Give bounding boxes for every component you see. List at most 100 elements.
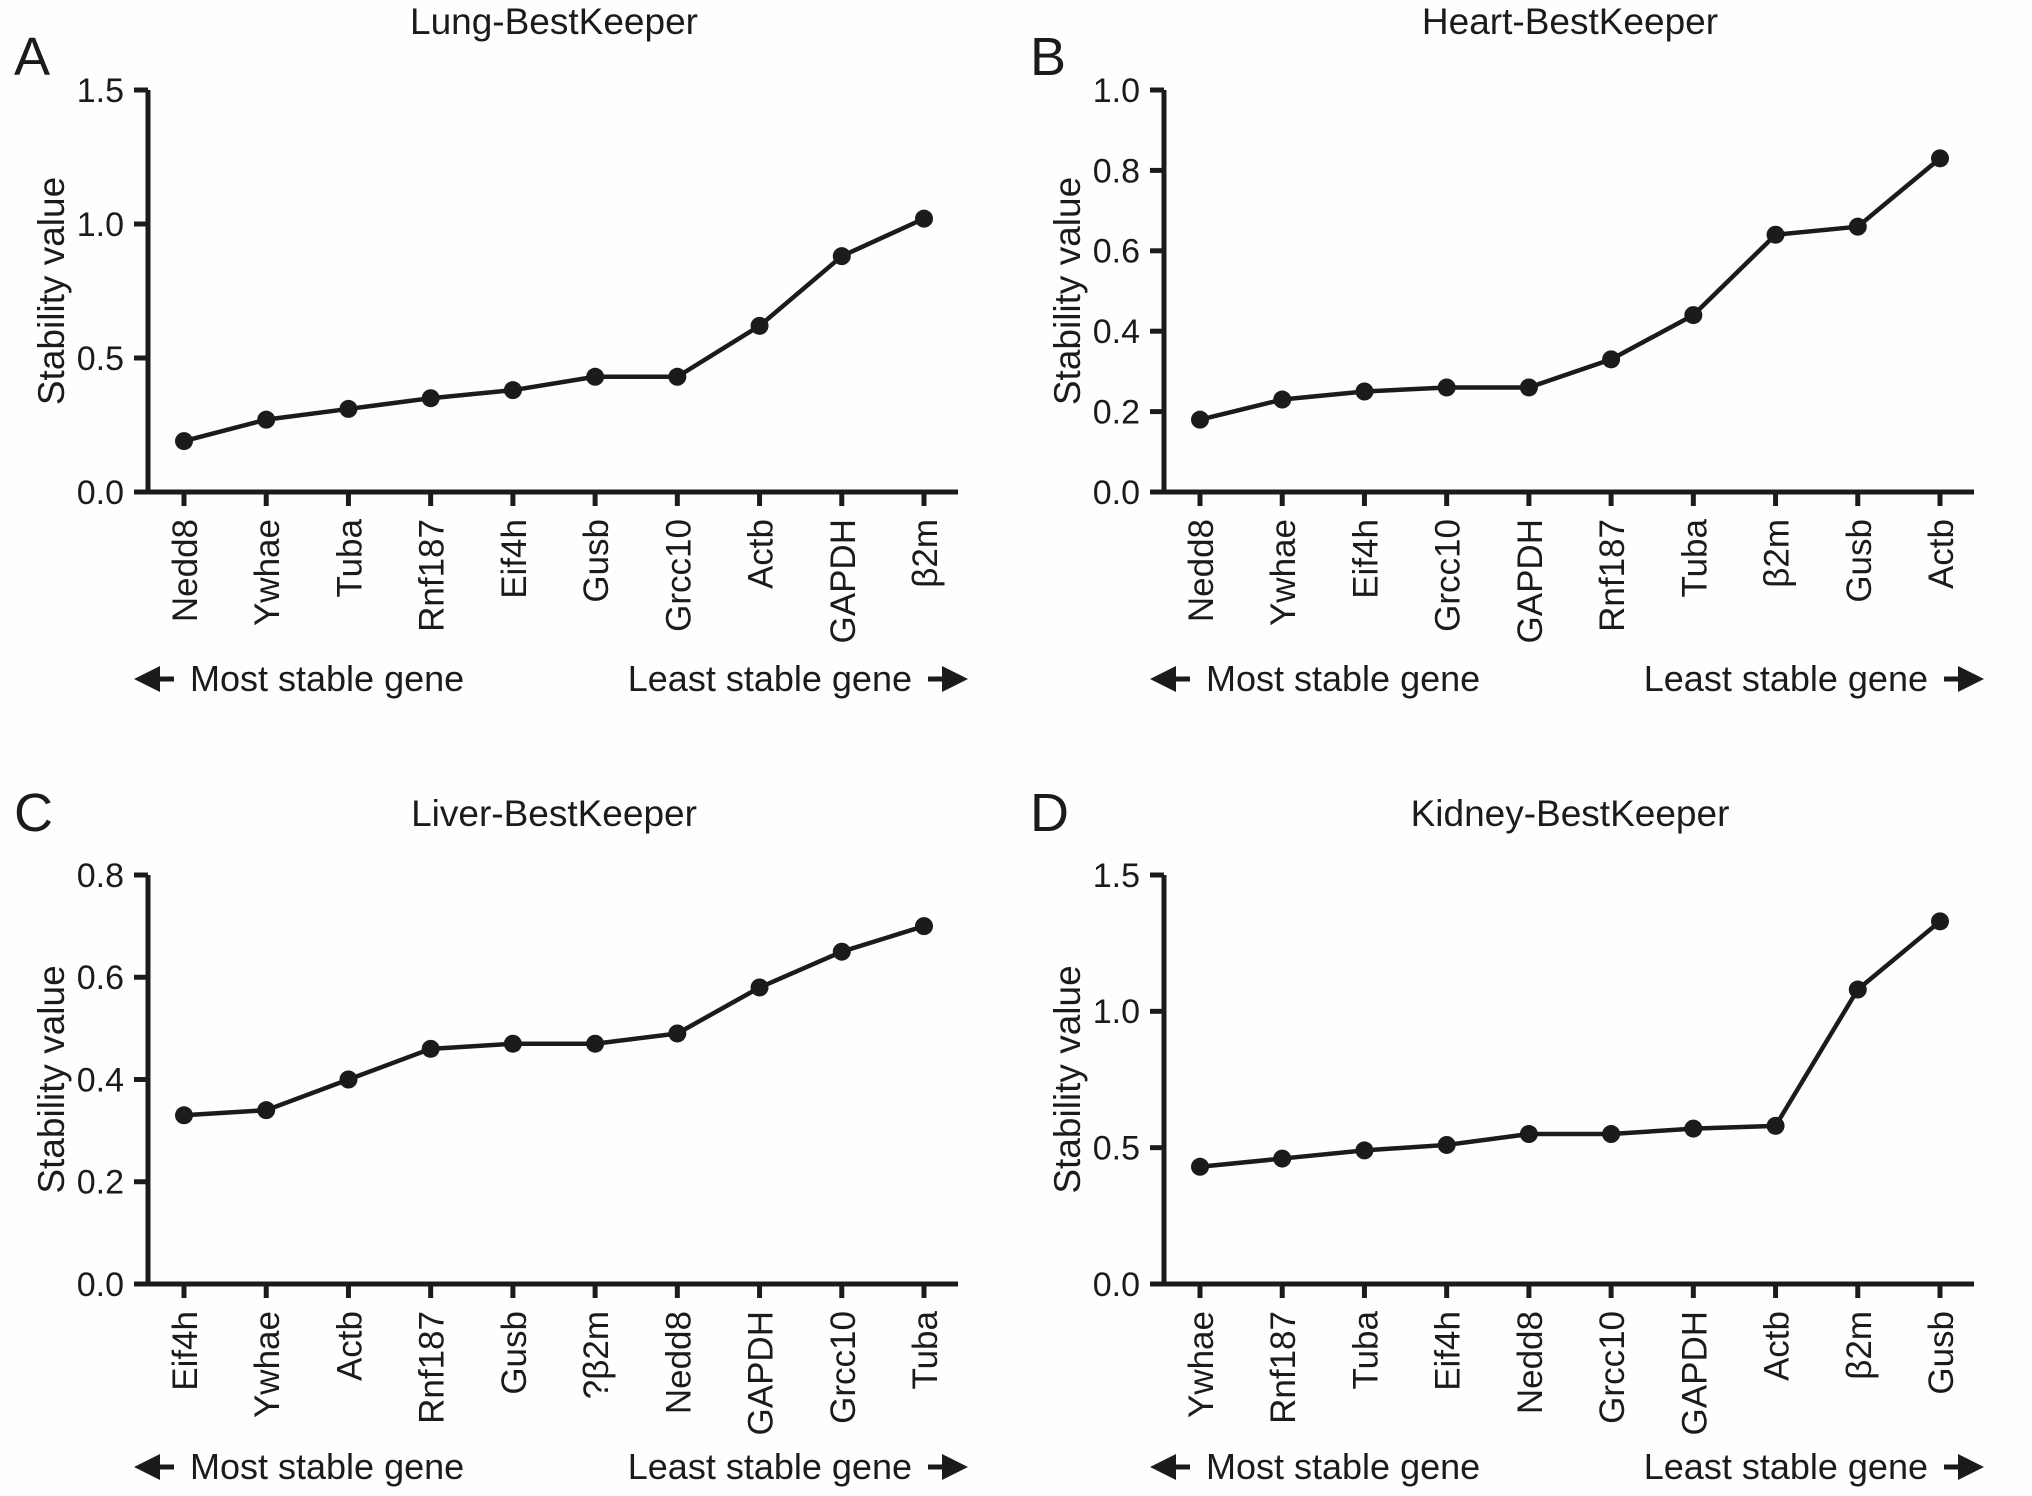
- panel-c-liver-bestkeeper: C Liver-BestKeeper 0.0 0.2 0.4 0.6 0.8 Eif4h Y…: [0, 748, 1016, 1496]
- data-point: [1355, 1141, 1374, 1160]
- data-point: [421, 1039, 440, 1058]
- data-point: [503, 381, 522, 400]
- data-point: [1519, 378, 1538, 397]
- x-category-label: β2m: [1758, 519, 1797, 588]
- x-category-label: Tuba: [906, 1310, 945, 1389]
- x-category-label: Eif4h: [1429, 1311, 1468, 1391]
- data-point: [750, 978, 769, 997]
- line-chart-heart: 0.0 0.2 0.4 0.6 0.8 1.0 Nedd8 Ywhae Eif4h Grcc10 G…: [1047, 72, 1974, 643]
- data-point: [1602, 1125, 1621, 1144]
- most-stable-annotation: Most stable gene: [1150, 1446, 1480, 1488]
- chart-title: Kidney-BestKeeper: [1410, 793, 1730, 834]
- data-point: [257, 410, 276, 429]
- x-category-label: Grcc10: [659, 519, 698, 632]
- x-category-label: β2m: [906, 519, 945, 588]
- x-category-label: Gusb: [1922, 1311, 1961, 1395]
- series-line: [181, 216, 927, 444]
- least-stable-label: Least stable gene: [627, 658, 912, 699]
- data-point: [1931, 912, 1949, 931]
- y-tick-label: 0.6: [77, 959, 124, 997]
- data-point: [175, 1106, 193, 1125]
- y-axis-title: Stability value: [1047, 177, 1088, 405]
- x-category-label: Rnf187: [1264, 1311, 1303, 1424]
- most-stable-annotation: Most stable gene: [134, 1446, 464, 1488]
- left-arrow-icon: [134, 1454, 176, 1480]
- data-point: [668, 367, 687, 386]
- x-category-label: Tuba: [1675, 518, 1714, 597]
- data-point: [832, 942, 851, 961]
- data-point: [421, 389, 440, 408]
- chart-title: Liver-BestKeeper: [411, 793, 697, 834]
- data-point: [1848, 217, 1867, 236]
- chart-title: Lung-BestKeeper: [410, 1, 698, 42]
- y-tick-label: 0.0: [77, 1266, 124, 1304]
- y-tick-label: 0.4: [77, 1061, 124, 1099]
- data-point: [1273, 1149, 1292, 1168]
- x-category-label: Gusb: [495, 1311, 534, 1395]
- data-point: [1684, 1119, 1703, 1138]
- x-category-label: GAPDH: [824, 519, 863, 643]
- x-category-label: Actb: [742, 519, 781, 589]
- least-stable-label: Least stable gene: [627, 1446, 912, 1487]
- x-category-label: β2m: [1840, 1311, 1879, 1380]
- y-axis-title: Stability value: [31, 965, 72, 1193]
- x-category-label: Gusb: [1840, 519, 1879, 603]
- data-point: [1355, 382, 1374, 401]
- most-stable-annotation: Most stable gene: [134, 658, 464, 700]
- y-tick-label: 0.2: [77, 1164, 124, 1202]
- most-stable-label: Most stable gene: [190, 658, 465, 699]
- x-category-label: Tuba: [330, 518, 369, 597]
- data-point: [257, 1101, 276, 1120]
- most-stable-label: Most stable gene: [1206, 1446, 1481, 1487]
- data-point: [832, 247, 851, 266]
- panel-letter: D: [1030, 783, 1069, 843]
- x-category-label: Grcc10: [1593, 1311, 1632, 1424]
- least-stable-annotation: Least stable gene: [628, 658, 968, 700]
- left-arrow-icon: [134, 666, 176, 692]
- least-stable-annotation: Least stable gene: [1644, 658, 1984, 700]
- x-category-label: Rnf187: [413, 519, 452, 632]
- y-tick-label: 0.5: [1093, 1130, 1140, 1168]
- data-point: [1766, 225, 1785, 244]
- x-category-label: Rnf187: [413, 1311, 452, 1424]
- data-point: [1931, 149, 1949, 168]
- x-category-label: Eif4h: [166, 1311, 205, 1391]
- least-stable-annotation: Least stable gene: [628, 1446, 968, 1488]
- most-stable-label: Most stable gene: [1206, 658, 1481, 699]
- x-category-label: Nedd8: [659, 1311, 698, 1414]
- data-point: [668, 1024, 687, 1043]
- data-point: [586, 367, 605, 386]
- right-arrow-icon: [926, 666, 968, 692]
- right-arrow-icon: [1942, 666, 1984, 692]
- x-category-label: Ywhae: [248, 519, 287, 626]
- panel-letter: C: [14, 783, 53, 843]
- y-axis-title: Stability value: [31, 177, 72, 405]
- left-arrow-icon: [1150, 1454, 1192, 1480]
- series-line: [1197, 156, 1943, 422]
- y-tick-label: 1.5: [1093, 857, 1140, 895]
- y-tick-label: 0.0: [1093, 474, 1140, 512]
- most-stable-label: Most stable gene: [190, 1446, 465, 1487]
- panel-d-kidney-bestkeeper: D Kidney-BestKeeper 0.0 0.5 1.0 1.5 Ywhae Rnf…: [1016, 748, 2032, 1496]
- data-point: [1602, 350, 1621, 369]
- line-chart-liver: 0.0 0.2 0.4 0.6 0.8 Eif4h Ywhae Actb Rnf187 Gusb?…: [31, 857, 958, 1435]
- y-tick-label: 1.0: [77, 206, 124, 244]
- x-category-label: Ywhae: [1264, 519, 1303, 626]
- y-tick-label: 0.5: [77, 340, 124, 378]
- data-point: [339, 399, 358, 418]
- data-point: [175, 432, 193, 451]
- x-category-label: Eif4h: [1346, 519, 1385, 599]
- y-tick-label: 0.0: [1093, 1266, 1140, 1304]
- panel-letter: A: [14, 27, 51, 87]
- x-category-label: Nedd8: [1511, 1311, 1550, 1414]
- least-stable-annotation: Least stable gene: [1644, 1446, 1984, 1488]
- data-point: [1766, 1116, 1785, 1135]
- y-tick-label: 1.0: [1093, 72, 1140, 110]
- data-point: [915, 917, 933, 936]
- x-category-label: GAPDH: [1511, 519, 1550, 643]
- x-category-label: Grcc10: [1429, 519, 1468, 632]
- line-chart-lung: 0.0 0.5 1.0 1.5 Nedd8 Ywhae Tuba Rnf187 Eif4h Gus…: [31, 72, 958, 643]
- least-stable-label: Least stable gene: [1643, 658, 1928, 699]
- panel-letter: B: [1030, 27, 1067, 87]
